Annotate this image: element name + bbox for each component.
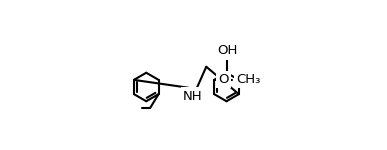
Text: CH₃: CH₃ (236, 73, 260, 86)
Text: OH: OH (217, 45, 238, 57)
Text: NH: NH (183, 90, 202, 102)
Text: O: O (218, 73, 228, 86)
